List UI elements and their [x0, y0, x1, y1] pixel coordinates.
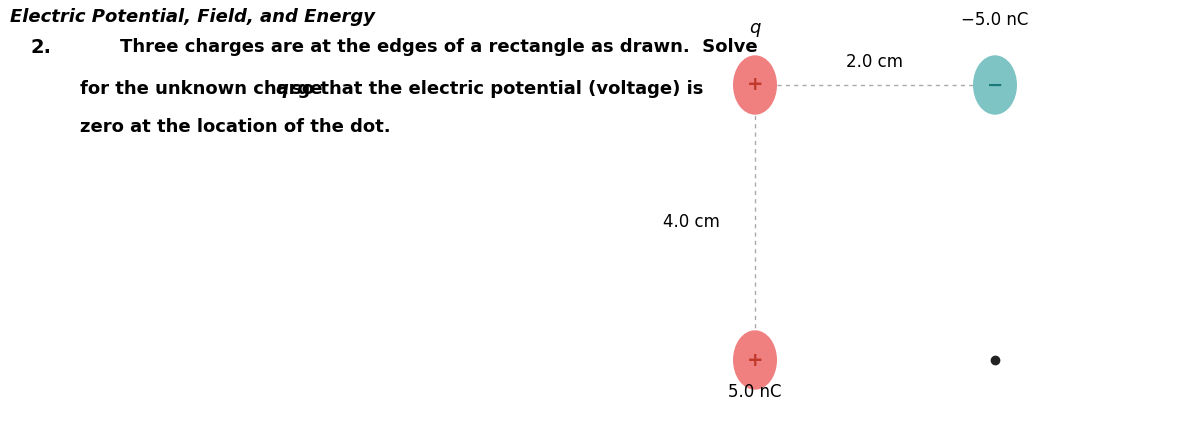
Text: for the unknown charge: for the unknown charge: [80, 80, 329, 98]
Text: +: +: [746, 75, 763, 95]
Text: 2.0 cm: 2.0 cm: [846, 53, 904, 71]
Ellipse shape: [973, 56, 1018, 115]
Text: q: q: [275, 80, 288, 98]
Text: Three charges are at the edges of a rectangle as drawn.  Solve: Three charges are at the edges of a rect…: [120, 38, 757, 56]
Text: +: +: [746, 350, 763, 369]
Text: 5.0 nC: 5.0 nC: [728, 383, 781, 401]
Text: q: q: [749, 19, 761, 37]
Text: zero at the location of the dot.: zero at the location of the dot.: [80, 118, 391, 136]
Text: 4.0 cm: 4.0 cm: [664, 214, 720, 231]
Text: Electric Potential, Field, and Energy: Electric Potential, Field, and Energy: [10, 8, 374, 26]
Ellipse shape: [733, 56, 778, 115]
Text: so that the electric potential (voltage) is: so that the electric potential (voltage)…: [286, 80, 703, 98]
Text: 2.: 2.: [30, 38, 50, 57]
Text: −: −: [986, 75, 1003, 95]
Text: −5.0 nC: −5.0 nC: [961, 11, 1028, 29]
Ellipse shape: [733, 330, 778, 390]
